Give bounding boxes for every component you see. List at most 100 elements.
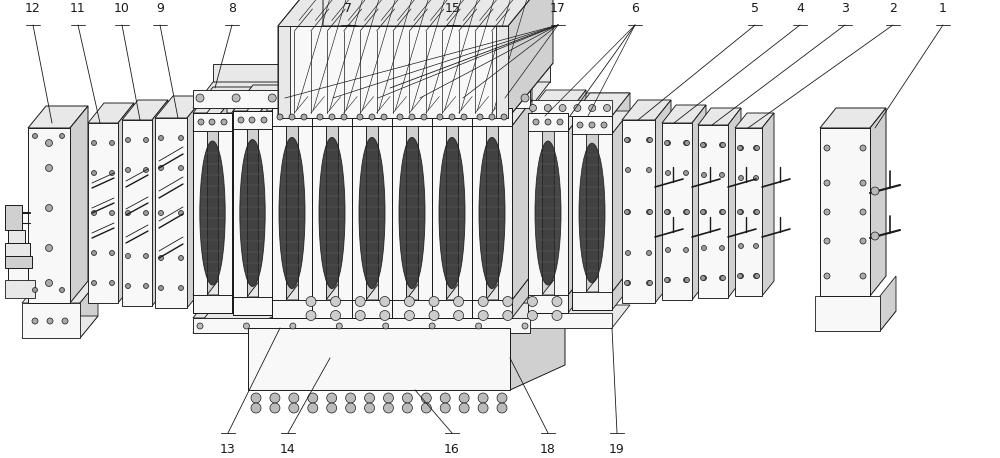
Polygon shape <box>28 106 88 128</box>
Polygon shape <box>432 274 492 300</box>
Circle shape <box>429 323 435 329</box>
Circle shape <box>308 393 318 403</box>
Circle shape <box>754 273 759 278</box>
Polygon shape <box>662 105 706 123</box>
Polygon shape <box>278 0 553 26</box>
Polygon shape <box>458 100 492 126</box>
Circle shape <box>47 318 53 324</box>
Polygon shape <box>762 113 774 296</box>
Circle shape <box>545 119 551 125</box>
Circle shape <box>196 94 204 102</box>
Ellipse shape <box>535 141 561 285</box>
Polygon shape <box>218 105 252 131</box>
Circle shape <box>158 211 164 216</box>
Polygon shape <box>528 313 612 328</box>
Circle shape <box>243 323 249 329</box>
Circle shape <box>860 209 866 215</box>
Polygon shape <box>193 90 530 108</box>
Polygon shape <box>278 26 290 118</box>
Polygon shape <box>458 126 472 300</box>
Circle shape <box>144 253 148 258</box>
Polygon shape <box>118 103 134 303</box>
Polygon shape <box>486 100 506 300</box>
Circle shape <box>383 323 389 329</box>
Polygon shape <box>472 82 532 108</box>
Circle shape <box>684 141 688 146</box>
Polygon shape <box>193 295 232 313</box>
Text: 10: 10 <box>114 2 130 15</box>
Polygon shape <box>378 100 412 126</box>
Circle shape <box>478 403 488 413</box>
Circle shape <box>860 180 866 186</box>
Circle shape <box>684 141 690 146</box>
Circle shape <box>249 117 255 123</box>
Polygon shape <box>542 108 560 295</box>
Circle shape <box>738 209 744 214</box>
Circle shape <box>860 273 866 279</box>
Circle shape <box>126 168 130 173</box>
Polygon shape <box>278 63 553 118</box>
Circle shape <box>530 104 536 111</box>
Circle shape <box>261 117 267 123</box>
Polygon shape <box>698 125 728 298</box>
Circle shape <box>624 280 630 285</box>
Polygon shape <box>272 82 332 108</box>
Circle shape <box>754 244 759 249</box>
Circle shape <box>221 119 227 125</box>
Polygon shape <box>392 274 452 300</box>
Circle shape <box>251 403 261 413</box>
Polygon shape <box>80 281 98 338</box>
Polygon shape <box>528 108 560 131</box>
Polygon shape <box>692 105 706 300</box>
Circle shape <box>329 114 335 120</box>
Circle shape <box>110 211 114 216</box>
Polygon shape <box>70 106 88 303</box>
Polygon shape <box>528 305 630 328</box>
Polygon shape <box>392 82 412 126</box>
Circle shape <box>552 311 562 321</box>
Circle shape <box>46 279 52 287</box>
Polygon shape <box>432 82 452 126</box>
Circle shape <box>144 168 148 173</box>
Circle shape <box>648 280 652 285</box>
Polygon shape <box>247 103 267 297</box>
Circle shape <box>533 119 539 125</box>
Circle shape <box>577 122 583 128</box>
Polygon shape <box>352 300 392 318</box>
Polygon shape <box>312 100 346 126</box>
Polygon shape <box>870 108 886 296</box>
Polygon shape <box>88 103 134 123</box>
Polygon shape <box>207 105 227 295</box>
Polygon shape <box>338 126 352 300</box>
Polygon shape <box>352 108 392 126</box>
Circle shape <box>646 251 652 256</box>
Circle shape <box>476 323 482 329</box>
Polygon shape <box>233 271 292 297</box>
Polygon shape <box>366 100 386 300</box>
Circle shape <box>144 137 148 142</box>
Circle shape <box>824 145 830 151</box>
Circle shape <box>308 403 318 413</box>
Circle shape <box>413 94 421 102</box>
Circle shape <box>503 296 513 306</box>
Circle shape <box>327 403 337 413</box>
Text: 2: 2 <box>889 2 897 15</box>
Polygon shape <box>193 113 232 131</box>
Polygon shape <box>572 93 630 116</box>
Circle shape <box>461 114 467 120</box>
Circle shape <box>522 323 528 329</box>
Circle shape <box>871 232 879 240</box>
Circle shape <box>270 403 280 413</box>
Circle shape <box>449 114 455 120</box>
Polygon shape <box>880 276 896 331</box>
Polygon shape <box>528 272 586 295</box>
Circle shape <box>404 296 414 306</box>
Circle shape <box>497 393 507 403</box>
Circle shape <box>289 393 299 403</box>
Ellipse shape <box>200 141 225 285</box>
Polygon shape <box>248 328 510 390</box>
Polygon shape <box>612 111 630 292</box>
Circle shape <box>626 137 631 142</box>
Circle shape <box>32 318 38 324</box>
Circle shape <box>720 276 724 280</box>
